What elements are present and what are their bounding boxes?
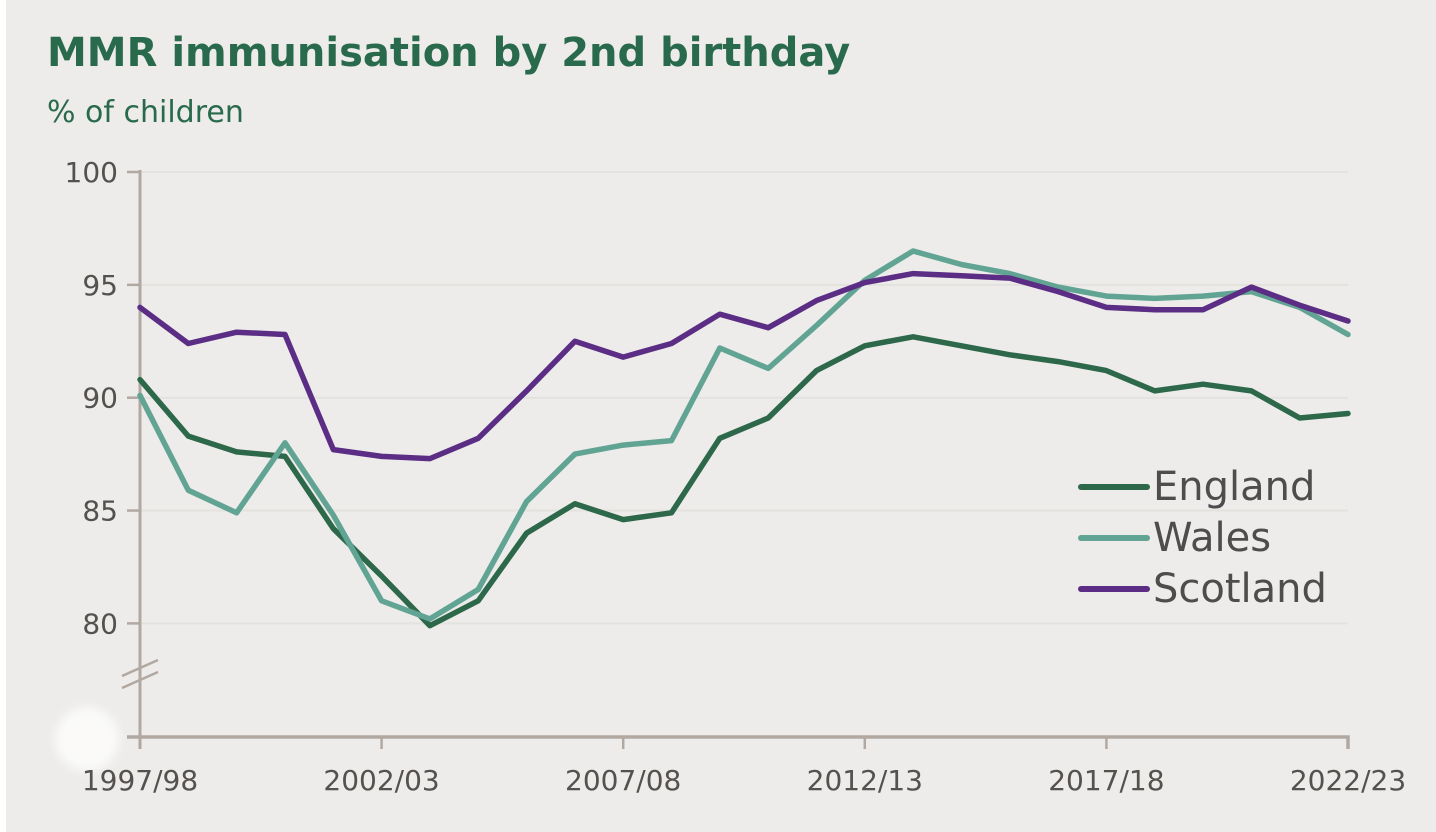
y-tick-label-90: 90 xyxy=(82,382,118,415)
x-tick-label-2007/08: 2007/08 xyxy=(565,764,681,797)
legend-item-scotland: Scotland xyxy=(1078,563,1327,614)
legend-label-england: England xyxy=(1153,463,1316,510)
legend: England Wales Scotland xyxy=(1078,461,1327,614)
chart-title: MMR immunisation by 2nd birthday xyxy=(47,30,851,76)
wales-line xyxy=(137,248,1351,622)
legend-label-scotland: Scotland xyxy=(1153,565,1327,612)
scotland-line-swatch xyxy=(1078,585,1150,592)
x-tick-label-1997/98: 1997/98 xyxy=(82,764,198,797)
x-tick-label-2002/03: 2002/03 xyxy=(323,764,439,797)
x-axis-line xyxy=(127,735,1350,749)
england-line xyxy=(137,334,1351,629)
axis-break-slash-1 xyxy=(121,658,159,678)
watermark-blob xyxy=(55,707,119,771)
y-tick-label-80: 80 xyxy=(82,607,118,640)
y-tick-label-95: 95 xyxy=(82,269,118,302)
scotland-line xyxy=(137,270,1351,462)
legend-item-wales: Wales xyxy=(1078,512,1327,563)
wales-line-swatch xyxy=(1078,534,1150,541)
england-line-swatch xyxy=(1078,483,1150,490)
x-tick-label-2022/23: 2022/23 xyxy=(1290,764,1406,797)
y-tick-label-85: 85 xyxy=(82,495,118,528)
y-tick-label-100: 100 xyxy=(65,156,118,189)
legend-item-england: England xyxy=(1078,461,1327,512)
x-tick-label-2012/13: 2012/13 xyxy=(807,764,923,797)
axis-break-slash-2 xyxy=(121,670,159,690)
x-tick-label-2017/18: 2017/18 xyxy=(1048,764,1164,797)
chart-y-axis-unit-label: % of children xyxy=(47,95,244,130)
page-left-edge xyxy=(0,0,6,832)
legend-label-wales: Wales xyxy=(1153,514,1272,561)
